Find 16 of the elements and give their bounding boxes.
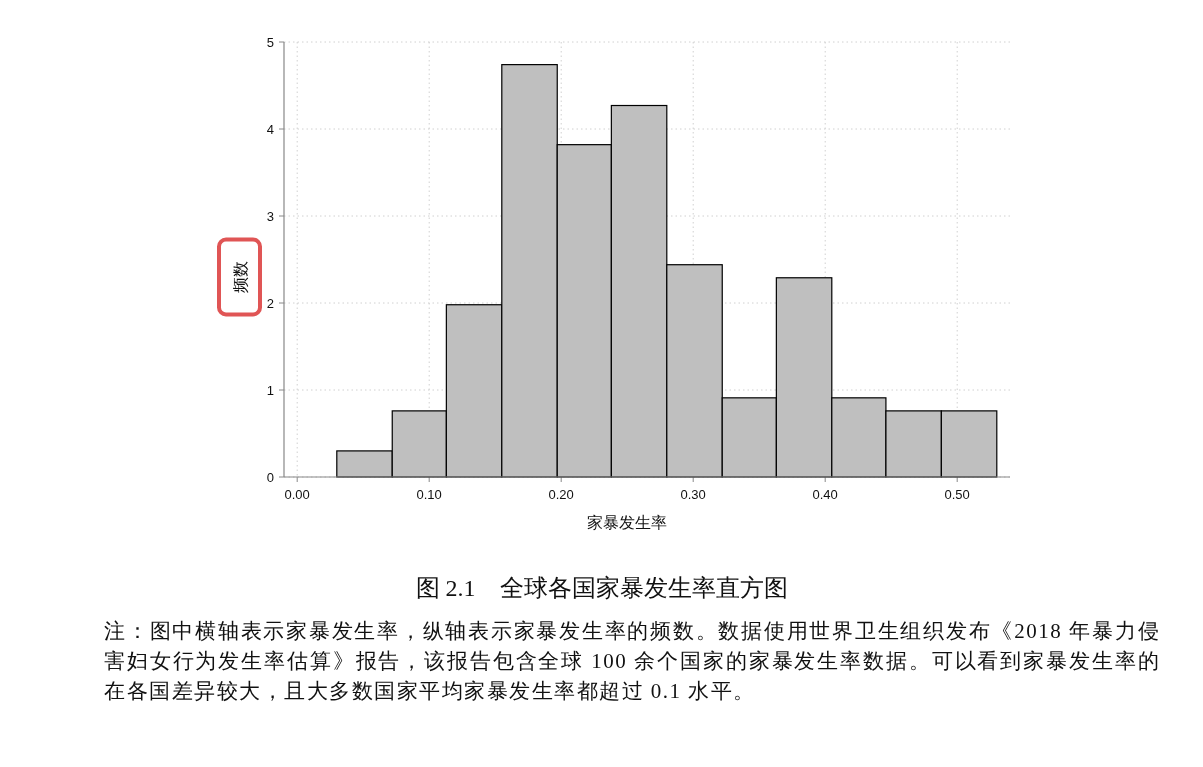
text: 图 2.1 全球各国家暴发生率直方图 <box>414 574 789 603</box>
x-tick-label: 0.50 <box>944 487 970 502</box>
x-tick-label: 0.20 <box>548 487 574 502</box>
y-tick-label: 5 <box>266 35 274 50</box>
x-tick-label: 0.30 <box>680 487 706 502</box>
y-axis-title: 频数 <box>231 260 249 293</box>
y-tick-label: 0 <box>266 470 274 485</box>
x-tick-label: 0.40 <box>812 487 838 502</box>
y-tick-label: 2 <box>266 296 274 311</box>
x-tick-label: 0.10 <box>416 487 442 502</box>
y-tick-label: 1 <box>266 383 274 398</box>
y-tick-label: 4 <box>266 122 274 137</box>
x-axis-title: 家暴发生率 <box>587 514 668 531</box>
y-tick-label: 3 <box>266 209 274 224</box>
text: 注：图中横轴表示家暴发生率，纵轴表示家暴发生率的频数。数据使用世界卫生组织发布《2018 年暴力侵害妇女行为发生率估算》报告，该报告包含全球 100 余个国家的家暴发生率数据。可以看到家暴发生率的在各国差异较大，且大多数国家平均家暴发生率都超过 0.1 水平。 <box>104 618 1160 705</box>
x-tick-label: 0.00 <box>284 487 310 502</box>
